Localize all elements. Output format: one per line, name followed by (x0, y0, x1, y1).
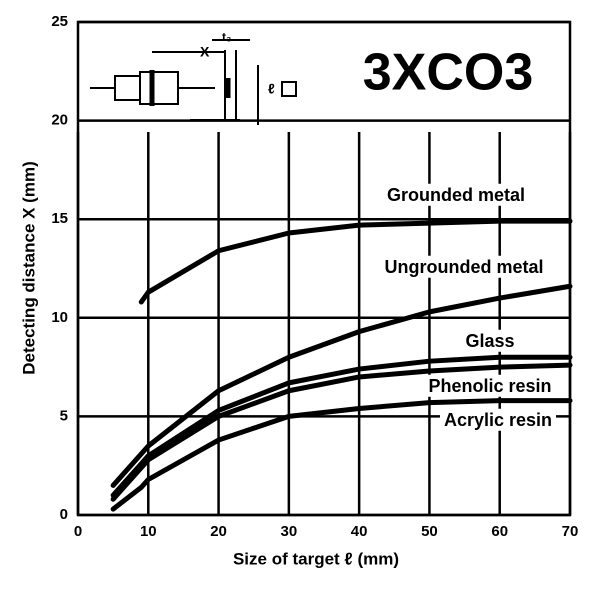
series-label-bg (380, 255, 548, 278)
series-label-bg (461, 329, 519, 352)
inset-label: X (200, 44, 210, 60)
inset-label: ℓ (268, 81, 275, 97)
y-tick-label: 20 (51, 112, 68, 129)
series-label: Grounded metal (387, 185, 525, 205)
x-tick-label: 0 (74, 523, 82, 540)
series-line (110, 354, 573, 498)
x-tick-label: 10 (140, 523, 157, 540)
y-tick-label: 10 (51, 309, 68, 326)
y-tick-label: 5 (60, 407, 68, 424)
chart-title: 3XCO3 (363, 44, 534, 102)
y-tick-label: 0 (60, 506, 68, 523)
x-axis-label: Size of target ℓ (mm) (233, 549, 399, 568)
x-tick-label: 60 (491, 523, 508, 540)
series-label: Glass (465, 331, 514, 351)
series-label: Acrylic resin (444, 410, 552, 430)
series-label: Phenolic resin (428, 376, 551, 396)
y-axis-label: Detecting distance X (mm) (19, 161, 38, 375)
x-tick-label: 50 (421, 523, 438, 540)
y-tick-label: 25 (51, 13, 68, 30)
series-label-bg (424, 374, 556, 397)
plot-frame (76, 20, 572, 517)
series-line (138, 218, 573, 305)
x-tick-label: 40 (351, 523, 368, 540)
series-line (110, 362, 573, 502)
x-tick-label: 20 (210, 523, 227, 540)
series-label-bg (439, 408, 557, 431)
series-label-bg (382, 183, 530, 206)
series-label: Ungrounded metal (384, 257, 543, 277)
x-tick-label: 70 (562, 523, 579, 540)
series-line (110, 398, 573, 512)
x-tick-label: 30 (281, 523, 298, 540)
inset-label: t₃ (222, 30, 232, 44)
inset-diagram (90, 39, 297, 125)
y-tick-label: 15 (51, 210, 68, 227)
series-line (110, 283, 573, 488)
